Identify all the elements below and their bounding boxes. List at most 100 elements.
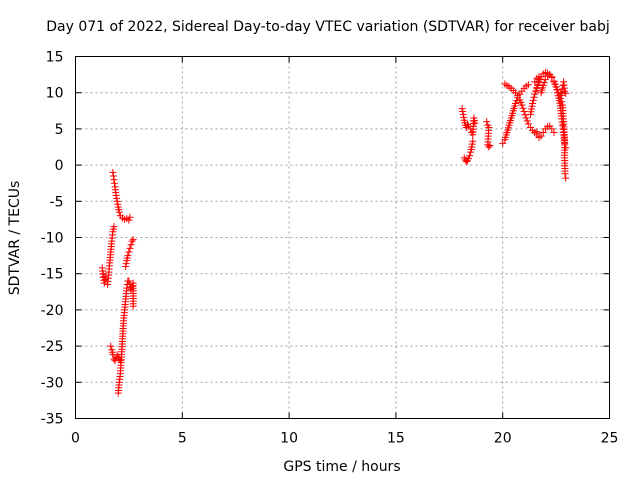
- grid-lines: [75, 56, 610, 419]
- data-point: [110, 176, 118, 184]
- series-arc-2: [104, 223, 118, 289]
- y-tick-label: -30: [41, 375, 64, 391]
- y-tick-label: 15: [46, 50, 64, 66]
- x-tick-label: 20: [494, 431, 512, 447]
- x-tick-label: 5: [178, 431, 187, 447]
- data-point: [458, 105, 466, 113]
- chart-title: Day 071 of 2022, Sidereal Day-to-day VTE…: [46, 19, 609, 35]
- y-tick-label: 10: [46, 86, 64, 102]
- data-point: [466, 152, 474, 160]
- data-point: [128, 237, 136, 245]
- data-point: [110, 179, 118, 187]
- y-tick-label: -10: [41, 231, 64, 247]
- data-point: [529, 96, 537, 104]
- data-point: [112, 192, 120, 200]
- data-point: [539, 129, 547, 137]
- data-point: [113, 194, 121, 202]
- x-tick-label: 10: [280, 431, 298, 447]
- data-point: [113, 197, 121, 205]
- data-point: [532, 87, 540, 95]
- data-point: [530, 93, 538, 101]
- data-point: [548, 73, 556, 81]
- x-tick-labels: 0 5 10 15 20 25: [71, 431, 618, 447]
- data-point: [485, 143, 493, 151]
- data-point: [463, 121, 471, 129]
- y-axis-label: SDTVAR / TECUs: [7, 181, 23, 296]
- x-tick-label: 25: [601, 431, 619, 447]
- data-point: [561, 139, 569, 147]
- y-tick-label: -35: [41, 412, 64, 428]
- data-point: [486, 142, 494, 150]
- data-point: [471, 119, 479, 127]
- plot-area: [98, 68, 570, 397]
- data-point: [465, 155, 473, 163]
- series-arc-6: [122, 236, 137, 270]
- data-point: [534, 81, 542, 89]
- data-point: [513, 97, 521, 105]
- data-point: [109, 168, 117, 176]
- series-arc-14: [537, 71, 570, 152]
- data-point: [110, 223, 118, 231]
- data-point: [553, 86, 561, 94]
- data-point: [524, 81, 532, 89]
- data-point: [460, 113, 468, 121]
- series-arc-4: [109, 168, 134, 224]
- data-point: [533, 84, 541, 92]
- series-arc-12: [501, 80, 543, 140]
- series-arc-10: [483, 118, 494, 151]
- data-point: [469, 137, 477, 145]
- data-point: [537, 132, 545, 140]
- data-point: [561, 170, 569, 178]
- series-arc-9: [460, 137, 477, 165]
- y-tick-label: 5: [55, 122, 64, 138]
- data-point: [552, 83, 560, 91]
- data-point: [125, 216, 133, 224]
- data-point: [468, 140, 476, 148]
- data-point: [540, 79, 548, 87]
- y-tick-labels: -35 -30 -25 -20 -15 -10 -5 0 5 10 15: [41, 50, 64, 428]
- data-point: [100, 273, 108, 281]
- y-tick-label: -5: [50, 194, 64, 210]
- series-arc-16: [556, 78, 570, 100]
- data-point: [100, 276, 108, 284]
- data-point: [129, 302, 137, 310]
- data-point: [122, 260, 130, 268]
- x-tick-label: 15: [387, 431, 405, 447]
- data-point: [512, 100, 520, 108]
- series-arc-8: [458, 105, 479, 139]
- data-point: [126, 244, 134, 252]
- series-arc-15: [533, 122, 558, 142]
- data-point: [518, 101, 526, 109]
- data-point: [123, 284, 131, 292]
- data-point: [523, 117, 531, 125]
- data-point: [129, 236, 137, 244]
- data-point: [548, 125, 556, 133]
- data-point: [562, 144, 570, 152]
- series-arc-17: [531, 73, 543, 95]
- series-arc-5: [114, 277, 132, 397]
- data-point: [557, 92, 565, 100]
- data-point: [559, 125, 567, 133]
- data-point: [551, 80, 559, 88]
- data-point: [459, 110, 467, 118]
- data-point: [115, 208, 123, 216]
- data-point: [550, 77, 558, 85]
- data-point: [126, 213, 134, 221]
- data-point: [114, 200, 122, 208]
- data-point: [100, 279, 108, 287]
- series-arc-11: [499, 81, 532, 147]
- data-point: [531, 90, 539, 98]
- data-point: [514, 92, 522, 100]
- data-point: [124, 252, 132, 260]
- data-point: [524, 120, 532, 128]
- data-point: [533, 130, 541, 138]
- data-point: [519, 104, 527, 112]
- data-point: [459, 108, 467, 116]
- y-tick-label: -25: [41, 339, 64, 355]
- data-point: [468, 143, 476, 151]
- data-point: [562, 174, 570, 182]
- data-point: [125, 277, 133, 285]
- data-point: [529, 100, 537, 108]
- data-point: [522, 114, 530, 122]
